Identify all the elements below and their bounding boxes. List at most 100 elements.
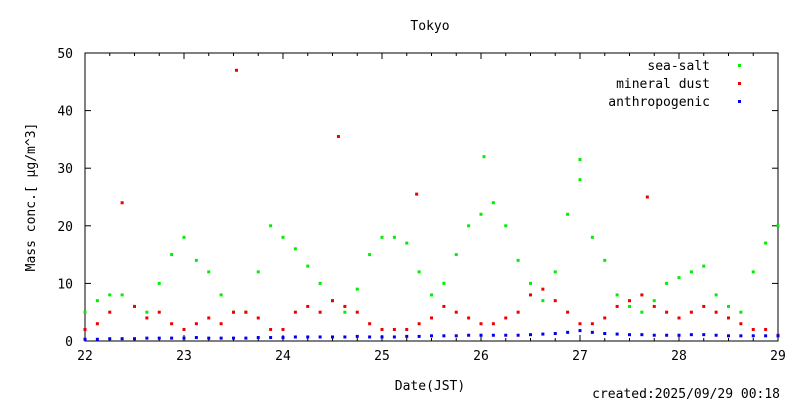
data-point bbox=[157, 310, 161, 314]
data-point bbox=[368, 322, 372, 326]
data-point bbox=[170, 322, 174, 326]
data-point bbox=[145, 310, 149, 314]
data-point bbox=[318, 281, 322, 285]
data-point bbox=[454, 334, 458, 338]
data-point bbox=[219, 322, 223, 326]
data-point bbox=[541, 299, 545, 303]
data-point bbox=[516, 310, 520, 314]
outlier-point bbox=[578, 158, 582, 162]
data-point bbox=[640, 310, 644, 314]
data-point bbox=[145, 316, 149, 320]
data-point bbox=[677, 276, 681, 280]
data-point bbox=[293, 335, 297, 339]
x-tick-label: 24 bbox=[275, 349, 291, 364]
data-point bbox=[306, 335, 310, 339]
data-point bbox=[318, 310, 322, 314]
data-point bbox=[504, 316, 508, 320]
data-point bbox=[739, 322, 743, 326]
data-point bbox=[392, 235, 396, 239]
data-point bbox=[281, 235, 285, 239]
legend-label: mineral dust bbox=[616, 77, 710, 92]
data-point bbox=[380, 235, 384, 239]
data-point bbox=[603, 316, 607, 320]
outlier-point bbox=[482, 155, 486, 159]
data-point bbox=[714, 310, 718, 314]
data-point bbox=[244, 336, 248, 340]
data-point bbox=[207, 270, 211, 274]
data-point bbox=[590, 235, 594, 239]
data-point bbox=[628, 299, 631, 303]
x-tick-label: 25 bbox=[374, 349, 390, 364]
data-point bbox=[516, 333, 520, 337]
data-point bbox=[219, 293, 223, 297]
data-point bbox=[293, 247, 297, 251]
data-point bbox=[392, 335, 396, 339]
data-point bbox=[665, 310, 669, 314]
data-point bbox=[256, 336, 260, 340]
x-tick-label: 26 bbox=[473, 349, 489, 364]
data-point bbox=[504, 224, 508, 228]
data-point bbox=[702, 304, 706, 308]
outlier-point bbox=[234, 68, 238, 72]
data-point bbox=[628, 333, 631, 337]
data-point bbox=[170, 253, 174, 257]
data-point bbox=[95, 299, 99, 303]
data-point bbox=[479, 322, 483, 326]
data-point bbox=[504, 333, 508, 337]
data-point bbox=[108, 337, 112, 341]
data-point bbox=[207, 316, 211, 320]
data-point bbox=[529, 281, 532, 285]
data-point bbox=[652, 333, 656, 337]
data-point bbox=[702, 333, 706, 337]
data-point bbox=[529, 293, 532, 297]
y-tick-label: 40 bbox=[57, 105, 73, 120]
data-point bbox=[269, 327, 273, 331]
data-point bbox=[566, 310, 570, 314]
data-point bbox=[479, 333, 483, 337]
data-point bbox=[553, 332, 557, 336]
chart-title: Tokyo bbox=[410, 19, 449, 34]
data-point bbox=[83, 337, 87, 341]
data-point bbox=[491, 322, 495, 326]
data-point bbox=[764, 334, 768, 338]
data-point bbox=[133, 304, 136, 308]
data-point bbox=[529, 333, 532, 337]
data-point bbox=[491, 333, 495, 337]
data-point bbox=[578, 329, 582, 333]
data-point bbox=[368, 253, 372, 257]
data-point bbox=[157, 336, 161, 340]
data-point bbox=[776, 334, 780, 338]
data-point bbox=[368, 335, 372, 339]
data-point bbox=[751, 334, 755, 338]
data-point bbox=[207, 336, 211, 340]
data-point bbox=[343, 304, 347, 308]
data-point bbox=[380, 327, 384, 331]
data-point bbox=[541, 332, 545, 336]
data-point bbox=[430, 316, 433, 320]
data-point bbox=[83, 310, 87, 314]
x-tick-label: 27 bbox=[572, 349, 588, 364]
outlier-point bbox=[645, 195, 649, 199]
y-tick-label: 20 bbox=[57, 220, 73, 235]
data-point bbox=[318, 335, 322, 339]
x-tick-label: 22 bbox=[77, 349, 93, 364]
data-point bbox=[133, 337, 136, 341]
data-point bbox=[553, 299, 557, 303]
data-point bbox=[157, 281, 161, 285]
data-point bbox=[182, 235, 186, 239]
data-point bbox=[702, 264, 706, 268]
data-point bbox=[281, 336, 285, 340]
data-point bbox=[615, 304, 619, 308]
data-point bbox=[578, 178, 582, 182]
data-point bbox=[442, 281, 446, 285]
data-point bbox=[739, 334, 743, 338]
data-point bbox=[689, 270, 693, 274]
data-point bbox=[170, 336, 174, 340]
data-point bbox=[751, 270, 755, 274]
x-tick-label: 28 bbox=[671, 349, 687, 364]
data-point bbox=[516, 258, 520, 262]
data-point bbox=[405, 327, 409, 331]
data-point bbox=[256, 270, 260, 274]
data-point bbox=[615, 293, 619, 297]
